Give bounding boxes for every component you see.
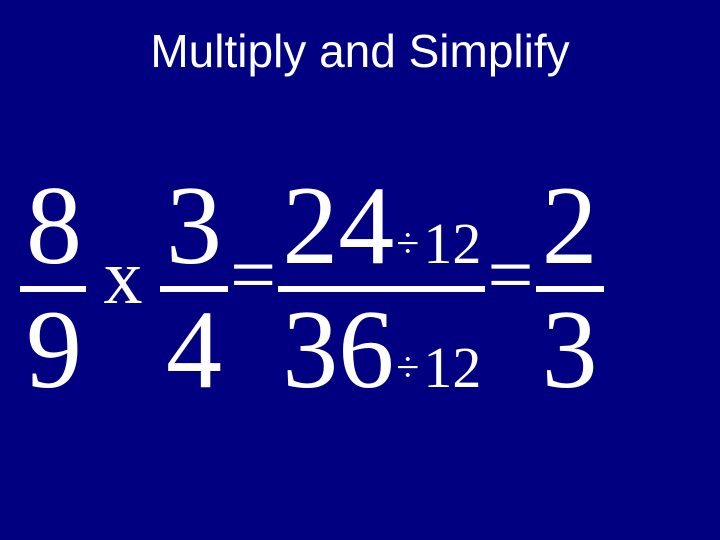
fraction-2-denominator: 4 xyxy=(160,292,228,410)
fraction-1: 8 9 xyxy=(20,168,88,409)
multiply-operator: x xyxy=(86,235,160,319)
divide-icon: ÷ xyxy=(396,347,419,389)
fraction-3-numerator-row: 24 ÷ 12 xyxy=(278,168,485,292)
fraction-4-numerator: 2 xyxy=(536,168,604,292)
divide-icon: ÷ xyxy=(396,223,419,265)
fraction-3: 24 ÷ 12 36 ÷ 12 xyxy=(278,168,485,409)
fraction-3-denominator-divisor: 12 xyxy=(423,339,481,397)
slide-title: Multiply and Simplify xyxy=(0,24,720,78)
fraction-3-denominator-row: 36 ÷ 12 xyxy=(278,292,485,410)
fraction-2: 3 4 xyxy=(160,168,228,409)
fraction-1-numerator: 8 xyxy=(20,168,88,292)
fraction-3-numerator-divisor: 12 xyxy=(423,215,481,273)
fraction-2-numerator: 3 xyxy=(160,168,228,292)
fraction-3-numerator: 24 xyxy=(282,168,394,286)
fraction-3-denominator: 36 xyxy=(282,292,394,410)
equals-1: = xyxy=(228,234,278,316)
equation: 8 9 x 3 4 = 24 ÷ 12 36 ÷ 12 = 2 3 xyxy=(20,168,604,409)
equals-2: = xyxy=(485,234,535,316)
fraction-1-denominator: 9 xyxy=(20,292,88,410)
slide: Multiply and Simplify 8 9 x 3 4 = 24 ÷ 1… xyxy=(0,0,720,540)
fraction-4: 2 3 xyxy=(536,168,604,409)
fraction-4-denominator: 3 xyxy=(536,292,604,410)
